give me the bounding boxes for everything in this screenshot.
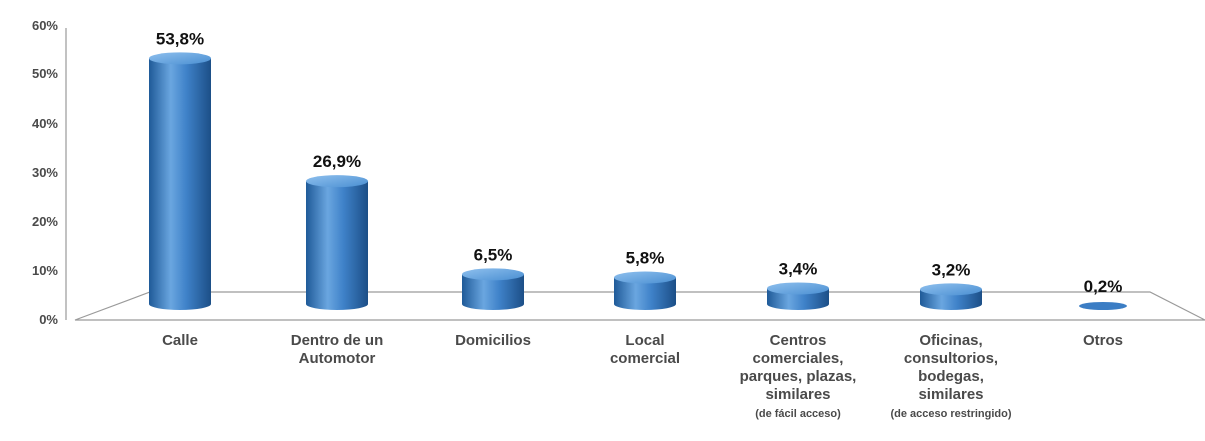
category-label-line: Oficinas, [919,332,982,349]
data-labels: 53,8% 26,9% 6,5% 5,8% 3,4% 3,2% 0,2% [156,29,1122,296]
y-tick-label: 0% [39,312,58,327]
category-label-line: Automotor [299,350,376,367]
bar [149,52,211,311]
y-tick-label: 60% [32,18,58,33]
data-label: 0,2% [1084,277,1123,296]
bar [462,268,524,310]
category-label-line: similares [765,386,830,403]
category-label: Centros comerciales, parques, plazas, simil… [740,332,857,420]
bar [614,271,676,310]
bar-body [767,288,829,310]
category-label-line: consultorios, [904,350,998,367]
category-label-line: Otros [1083,332,1123,349]
bar-body [462,274,524,310]
category-label-line: comercial [610,350,680,367]
bar-cap [920,283,982,296]
y-tick-label: 10% [32,263,58,278]
y-axis-ticks: 0% 10% 20% 30% 40% 50% 60% [32,18,58,327]
category-label-line: Domicilios [455,332,531,349]
category-label-line: (de acceso restringido) [890,408,1011,420]
category-labels: Calle Dentro de un Automotor Domicilios Loca… [162,332,1123,420]
bar-body [306,181,368,310]
bar-body [614,277,676,310]
category-label: Local comercial [610,332,680,367]
y-tick-label: 40% [32,116,58,131]
bars [149,52,1127,311]
data-label: 3,2% [932,260,971,279]
bar-body [149,58,211,311]
bar [1079,302,1127,310]
category-label-line: similares [918,386,983,403]
bar-cap [1079,302,1127,310]
bar-cap [149,52,211,65]
category-label-line: Centros [770,332,827,349]
category-label: Calle [162,332,198,349]
category-label-line: bodegas, [918,368,984,385]
y-tick-label: 50% [32,66,58,81]
data-label: 3,4% [779,259,818,278]
category-label-line: Calle [162,332,198,349]
data-label: 53,8% [156,29,204,48]
bar-cap [767,282,829,295]
y-tick-label: 20% [32,214,58,229]
bar-cap [306,175,368,188]
category-label-line: Local [625,332,664,349]
bar-cap [462,268,524,281]
category-label: Oficinas, consultorios, bodegas, similares (… [890,332,1011,420]
category-label-line: parques, plazas, [740,368,857,385]
data-label: 26,9% [313,152,361,171]
bar-cap [614,271,676,284]
category-label: Dentro de un Automotor [291,332,384,367]
category-label-line: Dentro de un [291,332,384,349]
data-label: 5,8% [626,249,665,268]
bar [306,175,368,310]
category-label: Domicilios [455,332,531,349]
data-label: 6,5% [474,245,513,264]
category-label-line: comerciales, [753,350,844,367]
category-label: Otros [1083,332,1123,349]
category-label-line: (de fácil acceso) [755,408,841,420]
bar [767,282,829,310]
y-tick-label: 30% [32,165,58,180]
bar [920,283,982,310]
